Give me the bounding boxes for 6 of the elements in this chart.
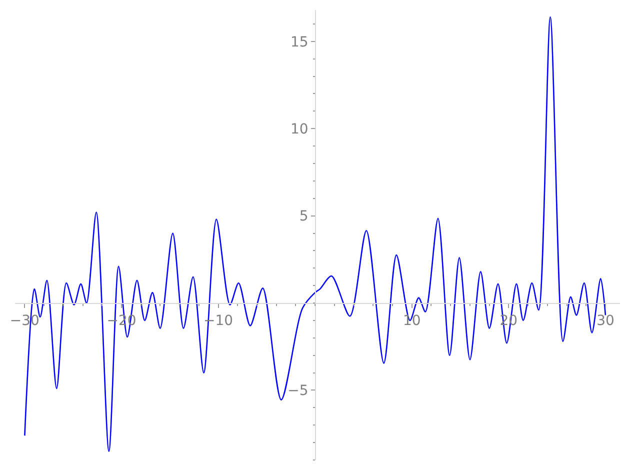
x-tick-label: 10 [402,312,421,329]
x-tick-label: 30 [596,312,614,329]
y-tick-label: 5 [299,208,308,225]
y-tick-label: 15 [290,34,308,50]
y-tick-label: −5 [288,383,308,400]
y-tick-label: 10 [290,122,308,138]
